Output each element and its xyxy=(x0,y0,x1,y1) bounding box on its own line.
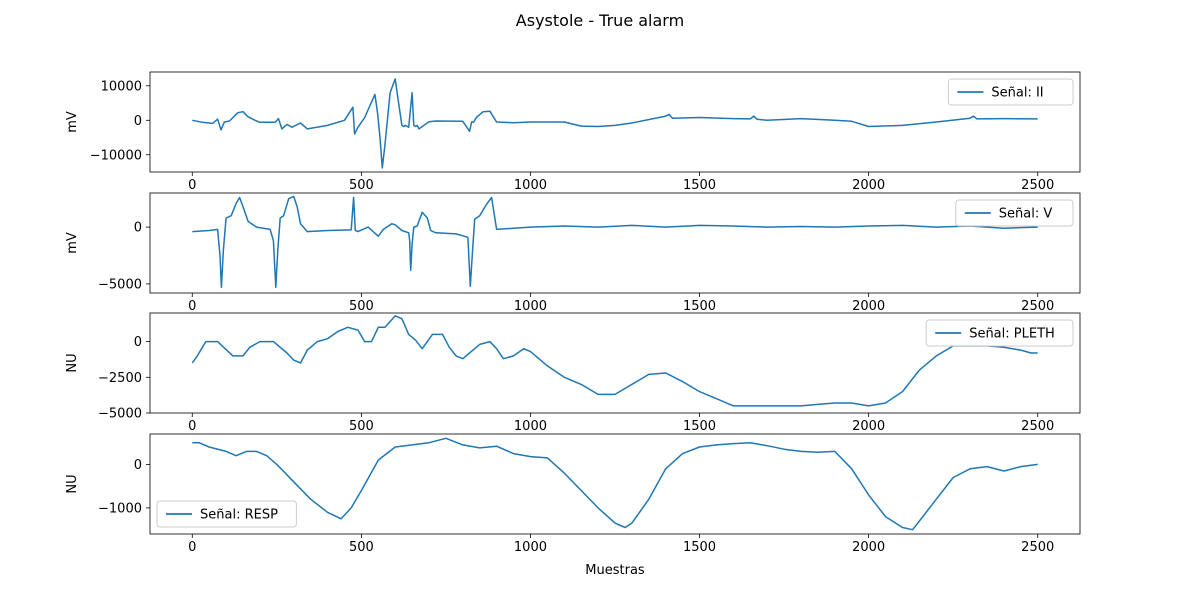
x-tick-label: 0 xyxy=(188,540,196,555)
axes-frame xyxy=(149,312,1081,414)
subplots-container: 0 500 1000 1500 2000 2500100000−10000mVSeñal:… xyxy=(65,71,1081,555)
subplot-2: 0 500 1000 1500 2000 2500 0 −5000 mV Señal: V xyxy=(65,192,1081,314)
x-tick-label: 500 xyxy=(349,419,374,434)
axes-frame xyxy=(149,71,1081,173)
legend-box xyxy=(947,78,1074,106)
y-tick-label: 0 xyxy=(134,114,142,129)
legend-box xyxy=(925,319,1074,347)
y-tick-label: −10000 xyxy=(90,148,142,163)
y-axis-label: NU xyxy=(65,474,80,493)
x-tick-label: 1500 xyxy=(683,178,716,193)
x-tick-label: 2000 xyxy=(852,299,885,314)
y-tick-label: −5000 xyxy=(98,277,142,292)
x-tick-label: 0 xyxy=(188,299,196,314)
x-tick-label: 2500 xyxy=(1021,419,1054,434)
y-tick-label: 10000 xyxy=(101,79,142,94)
legend-box xyxy=(156,500,297,528)
series-line xyxy=(191,315,1038,407)
legend: Señal: PLETH xyxy=(925,319,1074,347)
x-tick-label: 2000 xyxy=(852,540,885,555)
x-tick-label: 1000 xyxy=(514,178,547,193)
x-tick-label: 500 xyxy=(349,299,374,314)
x-tick-label: 1500 xyxy=(683,299,716,314)
legend: Señal: V xyxy=(955,199,1074,227)
x-tick-label: 2000 xyxy=(852,419,885,434)
x-tick-label: 500 xyxy=(349,178,374,193)
x-tick-label: 2500 xyxy=(1021,540,1054,555)
legend-label: Señal: II xyxy=(991,86,1043,101)
series-line xyxy=(192,437,1038,531)
x-tick-label: 0 xyxy=(188,178,196,193)
legend: Señal: II xyxy=(947,78,1074,106)
x-axis-label: Muestras xyxy=(585,563,645,578)
y-tick-label: −2500 xyxy=(98,371,142,386)
legend-label: Señal: RESP xyxy=(200,508,278,523)
y-tick-label: −5000 xyxy=(98,407,142,422)
y-axis-label: mV xyxy=(65,232,80,254)
y-tick-label: 0 xyxy=(134,458,142,473)
legend-label: Señal: PLETH xyxy=(969,327,1055,342)
axes-frame xyxy=(149,433,1081,535)
x-tick-label: 2500 xyxy=(1021,299,1054,314)
x-tick-label: 1000 xyxy=(514,299,547,314)
y-axis-label: NU xyxy=(65,353,80,372)
subplot-4: 0 500 1000 1500 2000 2500 0 −1000 NU Señal: RESP xyxy=(65,433,1081,555)
x-tick-label: 0 xyxy=(188,419,196,434)
x-tick-label: 1000 xyxy=(514,540,547,555)
legend-box xyxy=(955,199,1074,227)
x-tick-label: 500 xyxy=(349,540,374,555)
subplot-1: 0 500 1000 1500 2000 2500 10000 0 −10000 mV Señal:… xyxy=(65,71,1081,193)
x-tick-label: 1000 xyxy=(514,419,547,434)
subplot-3: 0 500 1000 1500 2000 2500 0 −2500 −5000 NU Señal: … xyxy=(65,312,1081,434)
figure-title: Asystole - True alarm xyxy=(516,11,684,30)
x-tick-label: 1500 xyxy=(683,540,716,555)
x-tick-label: 2000 xyxy=(852,178,885,193)
x-tick-label: 1500 xyxy=(683,419,716,434)
y-axis-label: mV xyxy=(65,111,80,133)
series-line xyxy=(192,195,1038,289)
legend: Señal: RESP xyxy=(156,500,297,528)
y-tick-label: 0 xyxy=(134,221,142,236)
axes-frame xyxy=(149,192,1081,294)
series-line xyxy=(192,78,1038,169)
y-tick-label: 0 xyxy=(134,335,142,350)
y-tick-label: −1000 xyxy=(98,501,142,516)
x-tick-label: 2500 xyxy=(1021,178,1054,193)
legend-label: Señal: V xyxy=(999,207,1053,222)
